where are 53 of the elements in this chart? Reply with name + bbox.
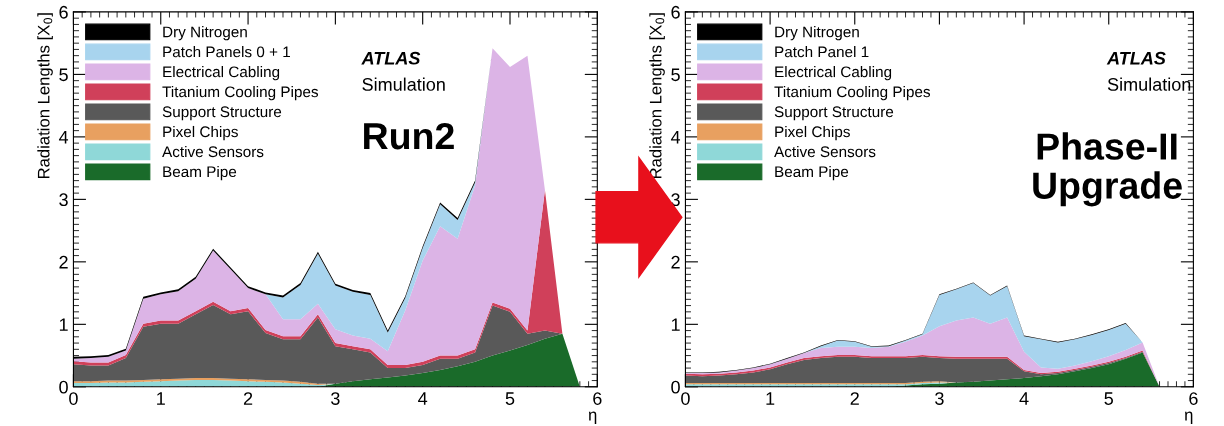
legend-label: Electrical Cabling: [775, 66, 892, 81]
y-tick-label: 5: [671, 68, 680, 82]
legend-label: Patch Panel 1: [775, 46, 869, 58]
y-tick-label: 2: [671, 255, 680, 269]
legend-label: Patch Panels 0 + 1: [163, 46, 290, 58]
annotation: ATLAS: [1106, 51, 1166, 65]
x-tick-label: 6: [593, 392, 602, 405]
y-tick-label: 4: [670, 131, 681, 144]
legend-label: Titanium Cooling Pipes: [774, 85, 931, 101]
legend-label: Active Sensors: [774, 145, 876, 158]
y-tick-label: 6: [671, 5, 680, 19]
annotation: Simulation: [1107, 77, 1191, 91]
y-tick-label: 0: [671, 380, 680, 394]
legend-label: Support Structure: [162, 106, 282, 121]
x-tick-label: 6: [1189, 392, 1198, 405]
legend-label: Titanium Cooling Pipes: [162, 85, 319, 101]
y-tick-label: 4: [58, 131, 69, 144]
legend-label: Pixel Chips: [163, 125, 238, 141]
x-tick-label: 1: [157, 392, 165, 405]
x-tick-label: 0: [681, 392, 690, 405]
x-tick-label: 2: [243, 392, 253, 405]
y-tick-label: 5: [59, 68, 68, 82]
legend-label: Dry Nitrogen: [775, 26, 859, 41]
x-tick-label: 1: [766, 392, 775, 405]
y-axis-title: Radiation Lengths [X$_{0}$]: [649, 13, 665, 179]
y-tick-label: 3: [59, 193, 68, 207]
y-tick-label: 1: [59, 318, 68, 331]
annotation: Run2: [364, 122, 454, 150]
x-tick-label: 4: [1019, 392, 1029, 405]
x-tick-label: 5: [1104, 392, 1113, 405]
legend-label: Electrical Cabling: [163, 66, 280, 81]
x-tick-label: 3: [935, 392, 944, 405]
legend-label: Beam Pipe: [163, 165, 237, 181]
y-axis-title: Radiation Lengths [X$_{0}$]: [37, 13, 53, 179]
legend-label: Pixel Chips: [775, 125, 850, 141]
y-tick-label: 0: [59, 380, 68, 394]
legend-label: Dry Nitrogen: [163, 26, 247, 41]
x-tick-label: 2: [850, 392, 859, 405]
x-tick-label: 0: [69, 392, 78, 405]
x-tick-label: 4: [418, 392, 428, 405]
legend-label: Active Sensors: [162, 145, 264, 158]
x-tick-label: 3: [331, 392, 340, 405]
x-axis-title: η: [1184, 411, 1193, 425]
legend-label: Support Structure: [774, 106, 894, 121]
y-tick-label: 6: [59, 5, 68, 19]
annotation: ATLAS: [361, 51, 421, 65]
y-tick-label: 2: [59, 255, 68, 269]
y-tick-label: 1: [671, 318, 680, 331]
x-axis-title: η: [588, 411, 597, 425]
annotation: Simulation: [362, 77, 445, 91]
x-tick-label: 5: [505, 392, 515, 405]
legend-label: Beam Pipe: [775, 165, 849, 181]
annotation: Phase-II Upgrade: [1033, 132, 1182, 207]
